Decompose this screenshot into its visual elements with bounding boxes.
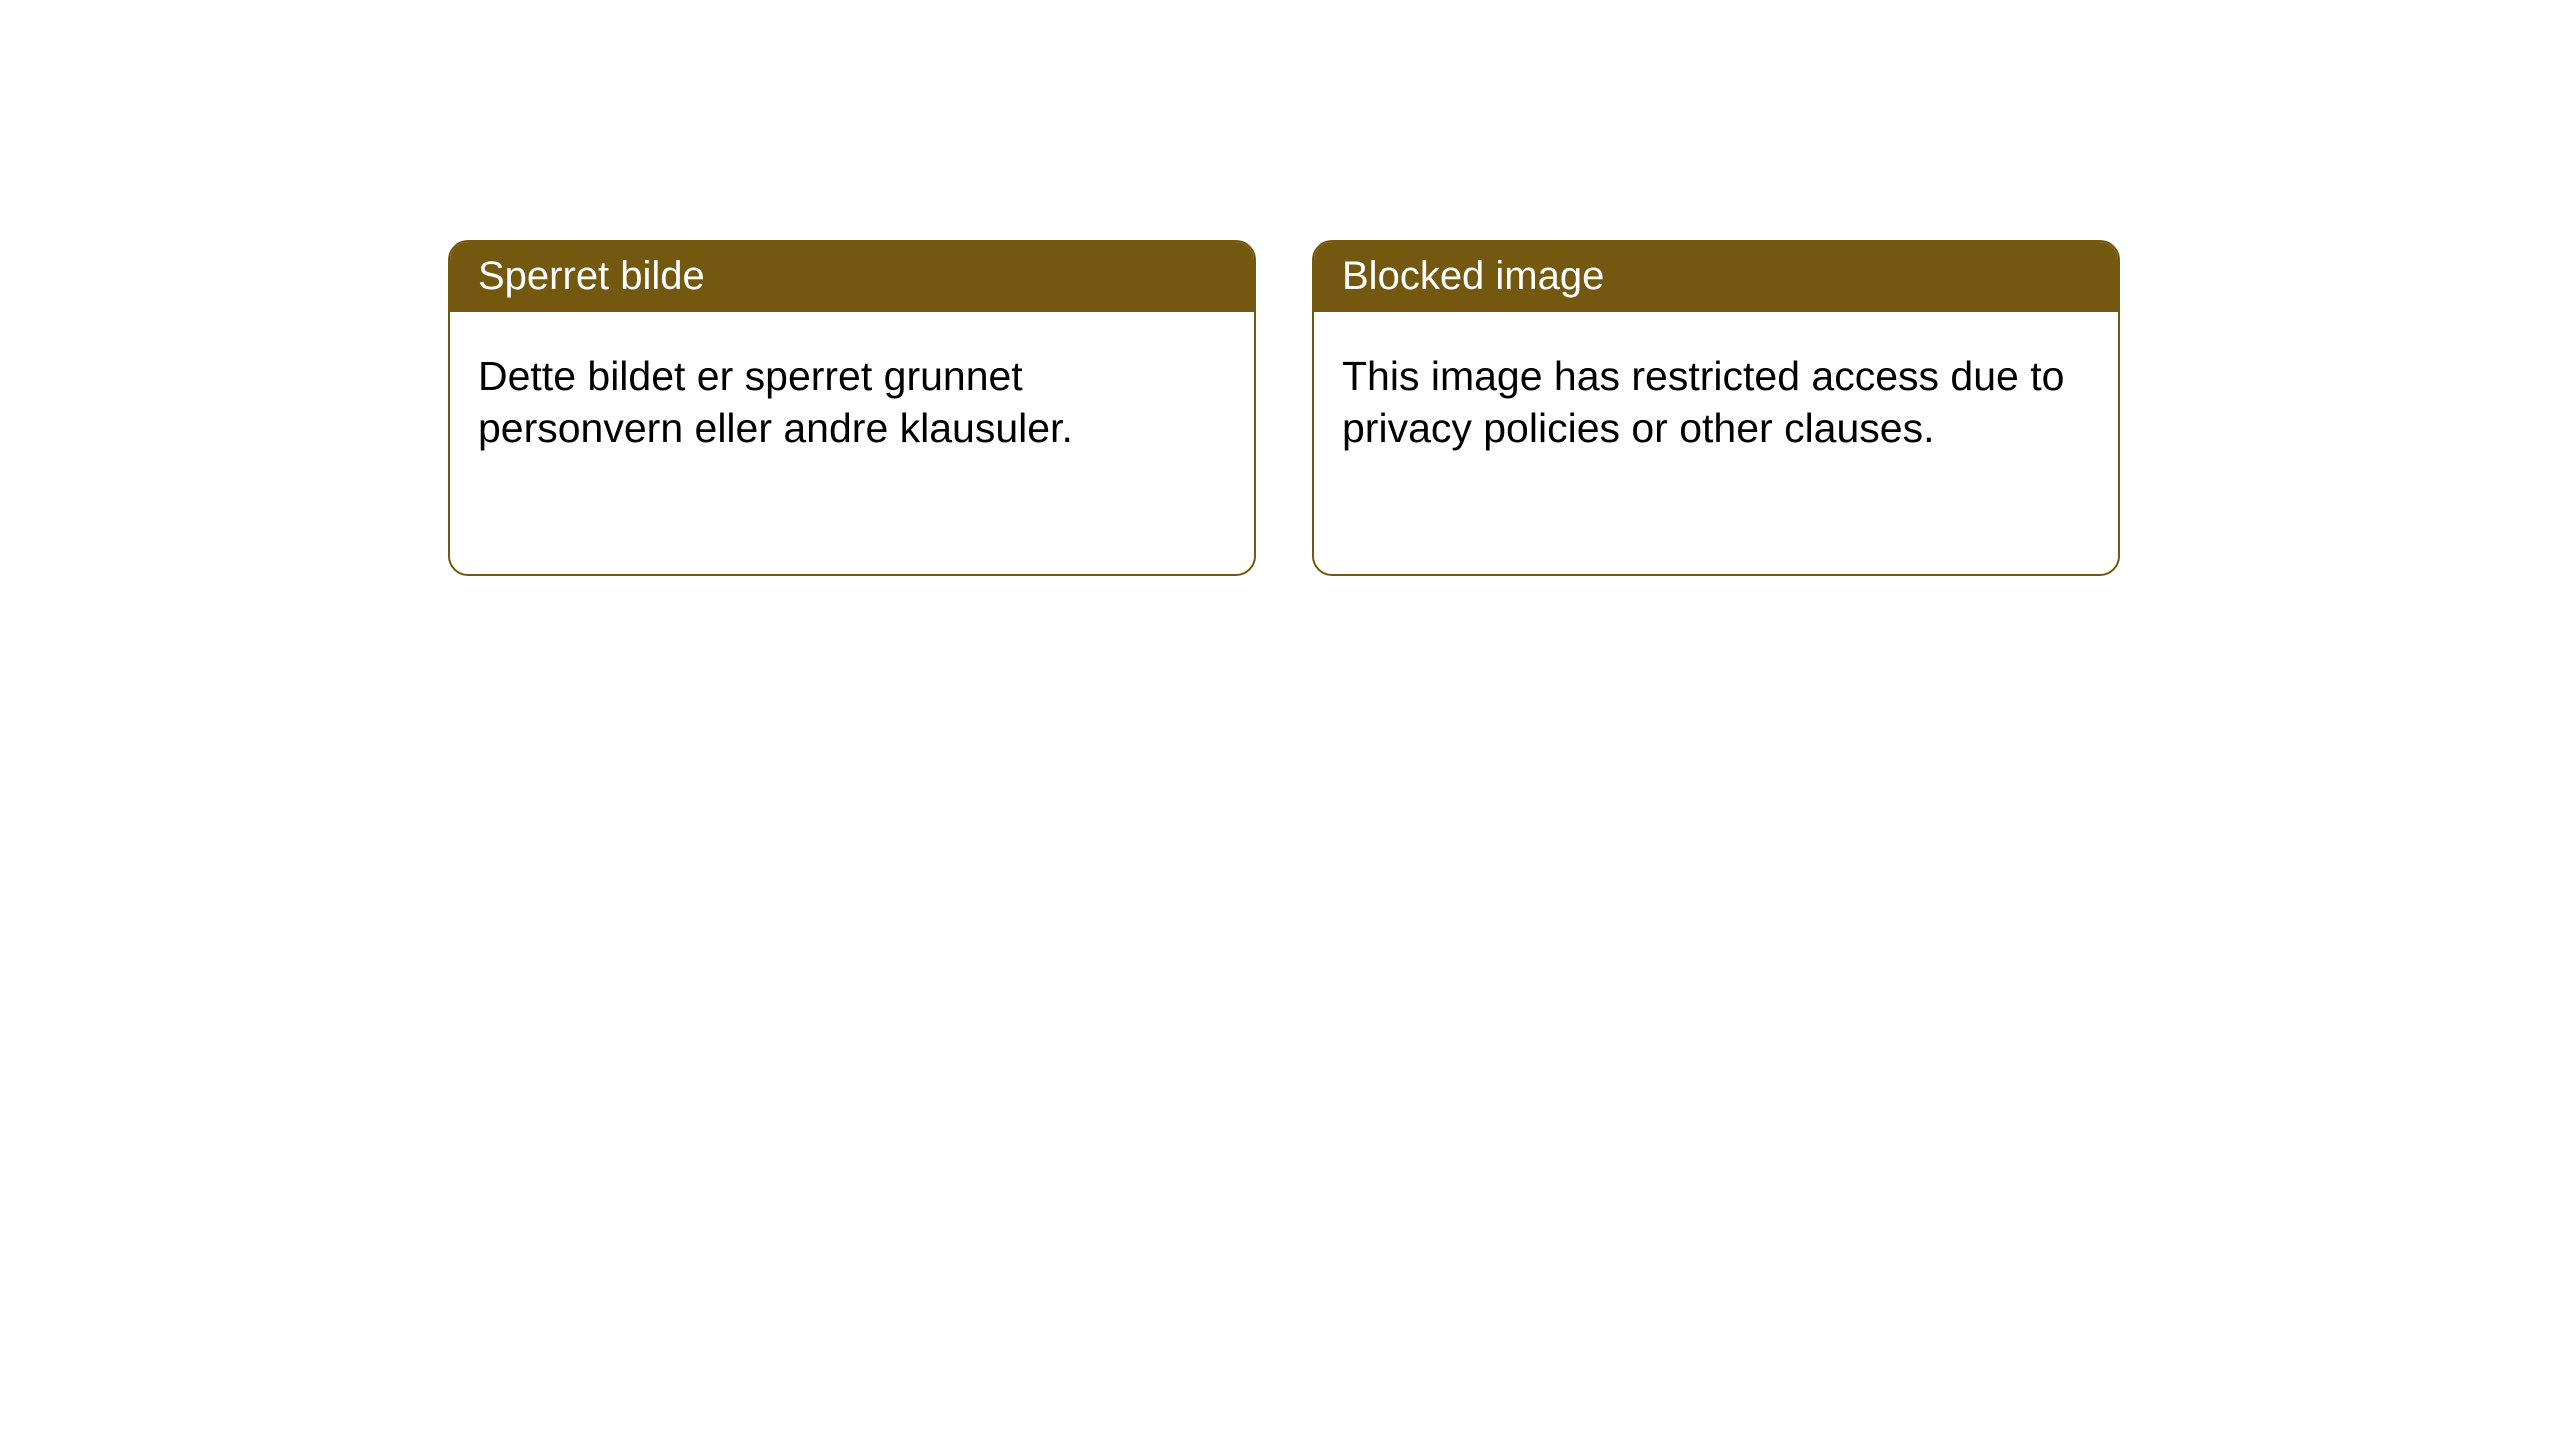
notice-body-norwegian: Dette bildet er sperret grunnet personve… [450,312,1254,483]
notice-title-norwegian: Sperret bilde [450,242,1254,312]
notices-container: Sperret bilde Dette bildet er sperret gr… [0,0,2560,576]
notice-norwegian: Sperret bilde Dette bildet er sperret gr… [448,240,1256,576]
notice-title-english: Blocked image [1314,242,2118,312]
notice-english: Blocked image This image has restricted … [1312,240,2120,576]
notice-body-english: This image has restricted access due to … [1314,312,2118,483]
